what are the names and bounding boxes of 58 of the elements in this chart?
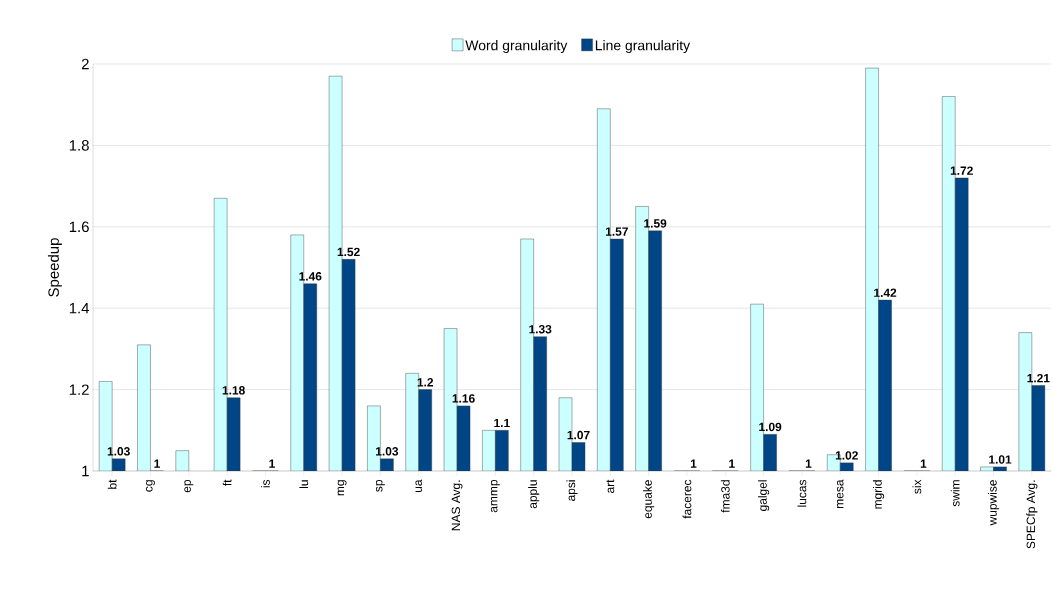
data-label: 1.03 (376, 447, 399, 456)
x-tick-label: NAS Avg. (451, 480, 463, 531)
y-axis-title: Speedup (47, 238, 62, 297)
x-tick-label: lucas (797, 479, 807, 507)
data-label: 1.42 (874, 288, 897, 297)
x-tick-label: ep (184, 480, 194, 493)
x-tick-label: lu (299, 480, 309, 489)
y-tick-label: 2 (81, 58, 89, 70)
data-label: 1.02 (835, 451, 858, 460)
data-label: 1.46 (299, 272, 322, 281)
x-tick-label: cg (146, 480, 155, 492)
data-label: 1.72 (950, 166, 973, 175)
x-tick-label: SPECfp Avg. (1026, 480, 1038, 549)
data-label: 1 (269, 459, 275, 468)
data-label: 1.18 (222, 386, 245, 395)
x-tick-label: art (606, 479, 615, 493)
data-label: 1 (920, 459, 927, 468)
x-tick-label: facerec (682, 479, 692, 519)
x-tick-label: sp (375, 480, 385, 492)
data-label: 1.52 (337, 247, 360, 257)
data-label: 1.2 (417, 378, 434, 387)
x-tick-label: is (261, 479, 270, 488)
data-label: 1 (729, 459, 735, 468)
x-tick-label: ammp (490, 480, 500, 513)
data-label: 1.21 (1027, 373, 1050, 383)
data-label: 1.01 (989, 455, 1012, 464)
x-tick-label: six (912, 479, 922, 494)
x-tick-label: equake (643, 480, 655, 519)
data-label: 1.03 (107, 447, 130, 456)
x-tick-label: mesa (836, 479, 844, 508)
y-tick-label: 1.6 (69, 221, 89, 233)
y-tick-label: 1.4 (69, 303, 90, 314)
y-tick-label: 1.8 (69, 140, 89, 151)
legend-label: Line granularity (595, 40, 691, 54)
data-label: 1.09 (759, 422, 782, 432)
x-tick-label: wupwise (987, 480, 1000, 526)
data-label: 1.33 (529, 325, 552, 334)
x-tick-label: applu (528, 480, 540, 509)
x-tick-label: mgrid (873, 480, 885, 509)
data-label: 1 (690, 459, 697, 468)
data-label: 1.16 (452, 394, 475, 403)
data-label: 1.57 (605, 227, 628, 236)
data-label: 1.1 (494, 418, 510, 428)
x-tick-label: ua (415, 479, 422, 493)
x-tick-label: mg (337, 480, 347, 496)
y-tick-label: 1 (82, 465, 89, 477)
data-label: 1.59 (644, 219, 667, 228)
x-tick-label: fma3d (720, 480, 730, 513)
x-tick-label: galgel (758, 480, 770, 511)
data-label: 1 (805, 459, 812, 468)
data-label: 1.07 (567, 430, 590, 440)
legend-label: Word granularity (465, 40, 568, 54)
x-tick-label: bt (107, 479, 117, 489)
x-tick-label: ft (222, 479, 232, 486)
x-tick-label: swim (950, 480, 960, 507)
x-tick-label: apsi (566, 480, 578, 501)
y-tick-label: 1.2 (69, 384, 89, 395)
data-label: 1 (154, 459, 160, 468)
